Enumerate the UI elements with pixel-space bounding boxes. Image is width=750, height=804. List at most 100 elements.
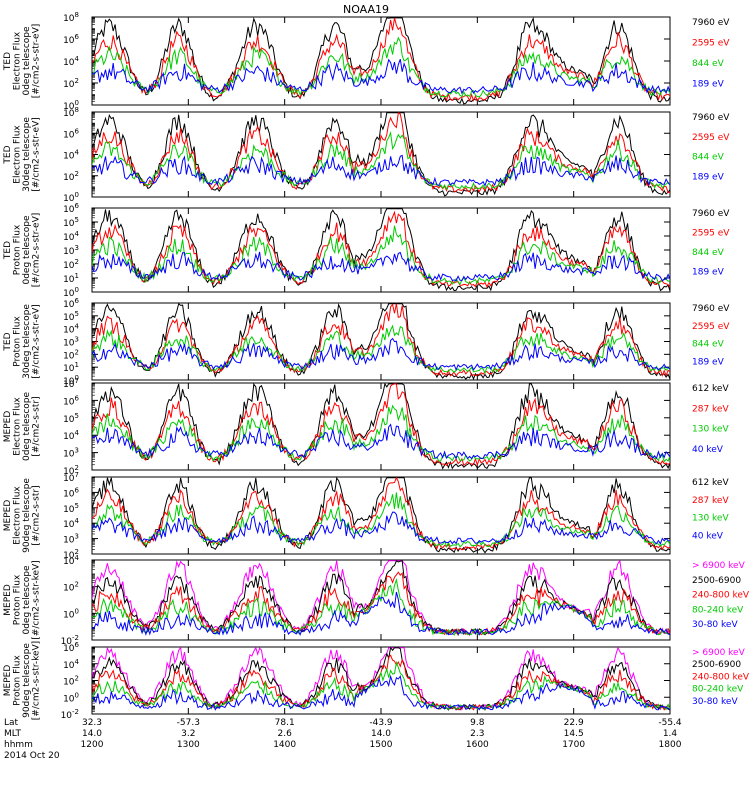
legend-entry: 2500-6900: [692, 576, 741, 586]
legend-entry: 80-240 keV: [692, 605, 744, 615]
y-label-line: 0deg telescope: [22, 26, 32, 96]
chart-title: NOAA19: [343, 3, 389, 16]
series-line: [92, 660, 670, 711]
y-label-line: [#/cm2-s-str-eV]: [32, 304, 42, 379]
legend-entry: 844 eV: [692, 248, 725, 258]
y-label-line: 0deg telescope: [22, 392, 32, 462]
series-line: [92, 17, 670, 105]
series-line: [92, 112, 670, 197]
legend-entry: 189 eV: [692, 80, 725, 90]
x-tick-hhmm: 1200: [81, 740, 104, 750]
series-line: [92, 130, 670, 191]
y-tick-label: 105: [63, 502, 79, 515]
y-tick-label: 106: [63, 127, 79, 140]
series-line: [92, 303, 670, 378]
panel-frame: [91, 646, 671, 715]
legend-entry: 40 keV: [692, 531, 724, 541]
y-tick-label: 106: [63, 33, 79, 46]
y-axis-label: TED Proton Flux 30deg telescope [#/cm2-s-st…: [3, 304, 42, 379]
y-label-line: [#/cm2-s-str]: [32, 396, 42, 456]
y-label-line: [#/cm2-s-str-keV]: [32, 560, 42, 639]
series-line: [92, 225, 670, 286]
y-label-line: 90deg telescope: [22, 478, 32, 553]
legend-entry: 7960 eV: [692, 209, 730, 219]
x-label-mlt: MLT: [4, 729, 22, 739]
y-axis-label: TED Proton Flux 0deg telescope [#/cm2-s-str…: [3, 213, 42, 288]
y-tick-label: 103: [63, 336, 79, 349]
y-label-line: Proton Flux: [13, 224, 23, 275]
legend-entry: 2595 eV: [692, 229, 730, 239]
x-tick-hhmm: 1800: [659, 740, 682, 750]
series-line: [92, 647, 670, 712]
y-tick-label: 100: [63, 607, 79, 620]
legend-entry: 2500-6900: [692, 660, 741, 670]
y-axis-label: MEPED Electron Flux 90deg telescope [#/cm2-…: [3, 478, 42, 553]
y-tick-label: 102: [63, 258, 79, 271]
series-line: [92, 654, 670, 711]
y-label-line: MEPED: [3, 665, 13, 697]
y-label-line: [#/cm2-s-str-eV]: [32, 213, 42, 288]
y-label-line: 30deg telescope: [22, 304, 32, 379]
legend-entry: 130 keV: [692, 514, 729, 524]
y-tick-label: 101: [63, 361, 79, 374]
y-label-line: Electron Flux: [13, 125, 23, 184]
legend-entry: 7960 eV: [692, 18, 730, 28]
x-tick-hhmm: 1300: [177, 740, 200, 750]
series-line: [92, 577, 670, 636]
y-label-line: TED: [3, 52, 13, 71]
legend-entry: 189 eV: [692, 172, 725, 182]
series-line: [92, 511, 670, 545]
y-label-line: 0deg telescope: [22, 215, 32, 285]
series-line: [92, 324, 670, 375]
series-line: [92, 383, 670, 470]
series-line: [92, 383, 670, 467]
y-tick-label: 104: [63, 323, 79, 336]
legend-entry: 2595 eV: [692, 322, 730, 332]
y-tick-label: 105: [63, 216, 79, 229]
x-tick-mlt: 1.4: [663, 729, 678, 739]
legend-entry: 612 keV: [692, 384, 729, 394]
x-tick-lat: -57.3: [177, 718, 200, 728]
legend-entry: 612 keV: [692, 478, 729, 488]
y-tick-label: 104: [63, 658, 79, 671]
y-label-line: TED: [3, 332, 13, 351]
y-label-line: Proton Flux: [13, 655, 23, 706]
y-label-line: Electron Flux: [13, 31, 23, 90]
series-line: [92, 404, 670, 463]
y-tick-label: 103: [63, 447, 79, 460]
y-label-line: [#/cm2-s-str-keV]: [32, 641, 42, 720]
legend-entry: 130 keV: [692, 425, 729, 435]
legend-entry: 30-80 keV: [692, 620, 738, 630]
series-line: [92, 647, 670, 711]
series-line: [92, 17, 670, 102]
y-label-line: Electron Flux: [13, 486, 23, 545]
y-tick-label: 106: [63, 486, 79, 499]
y-tick-label: 104: [63, 429, 79, 442]
series-line: [92, 674, 670, 711]
y-axis-label: MEPED Electron Flux 0deg telescope [#/cm2-s…: [3, 392, 42, 462]
y-label-line: MEPED: [3, 411, 13, 443]
y-tick-label: 104: [63, 517, 79, 530]
x-tick-mlt: 14.0: [371, 729, 391, 739]
y-tick-label: 101: [63, 272, 79, 285]
series-line: [92, 560, 670, 636]
y-tick-label: 104: [63, 55, 79, 68]
y-axis-label: MEPED Proton Flux 90deg telescope [#/cm2-s-…: [3, 641, 42, 720]
x-label-date: 2014 Oct 20: [4, 751, 60, 761]
y-label-line: 90deg telescope: [22, 643, 32, 718]
y-tick-label: 104: [63, 149, 79, 162]
x-tick-hhmm: 1500: [370, 740, 393, 750]
legend-entry: 7960 eV: [692, 113, 730, 123]
legend-entry: 287 keV: [692, 404, 729, 414]
y-tick-label: 102: [63, 675, 79, 688]
legend-entry: 80-240 keV: [692, 685, 744, 695]
x-tick-hhmm: 1600: [466, 740, 489, 750]
y-label-line: [#/cm2-s-str-eV]: [32, 24, 42, 99]
legend-entry: 287 keV: [692, 496, 729, 506]
